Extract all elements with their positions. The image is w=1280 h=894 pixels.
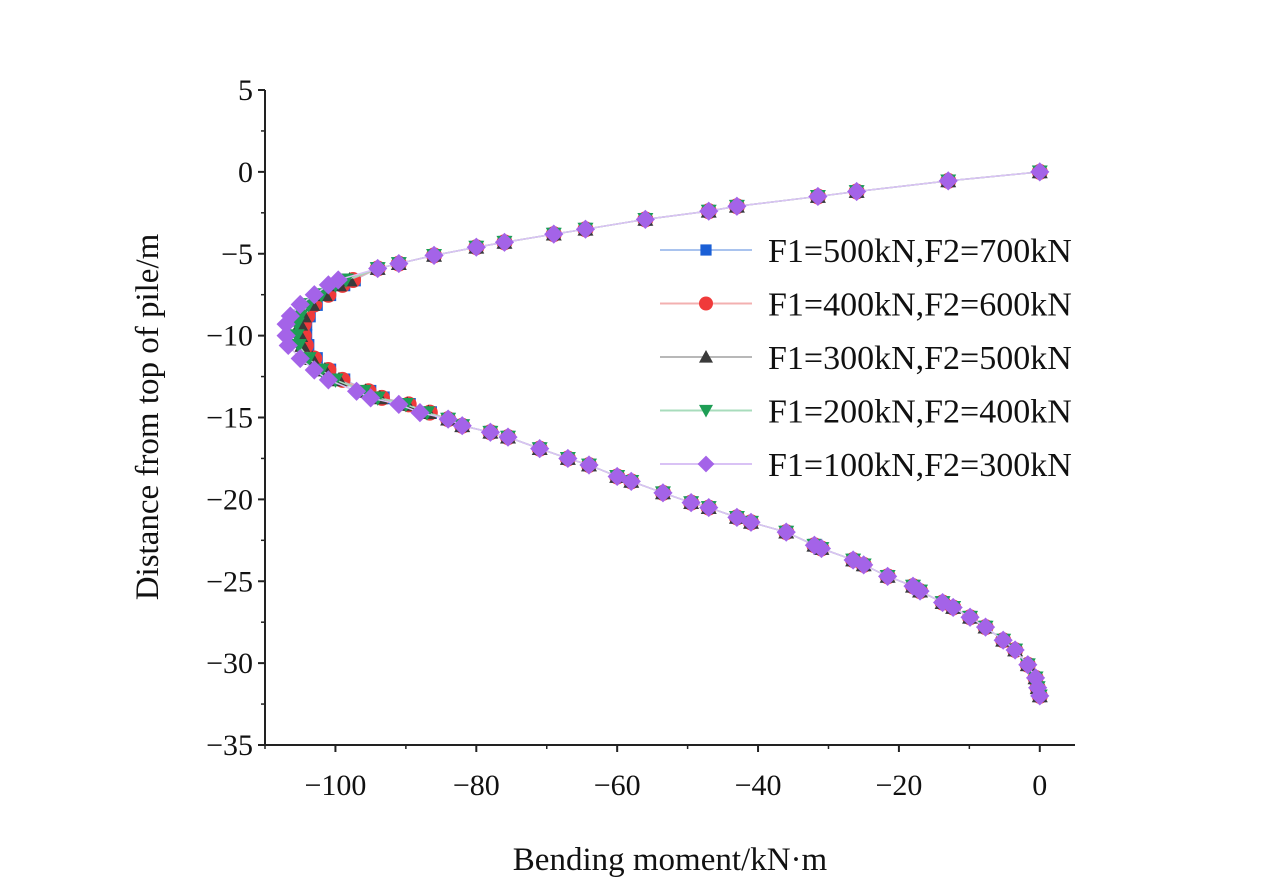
x-tick-label: −40 (735, 769, 782, 802)
data-point (903, 576, 923, 596)
data-point (960, 607, 980, 627)
data-point (1030, 162, 1050, 182)
legend-item: F1=400kN,F2=600kN (660, 287, 1072, 324)
x-tick-label: −60 (594, 769, 641, 802)
data-point (653, 483, 673, 503)
legend-item: F1=100kN,F2=300kN (660, 447, 1072, 484)
x-axis-label: Bending moment/kN·m (513, 842, 828, 878)
data-point (410, 402, 430, 423)
data-point (280, 306, 300, 326)
x-tick-label: −20 (875, 769, 922, 802)
data-point (1030, 686, 1050, 706)
data-point (558, 448, 578, 469)
x-tick-label: 0 (1032, 769, 1047, 802)
y-tick-label: −30 (206, 647, 253, 680)
data-point (681, 493, 701, 513)
data-point (938, 171, 958, 191)
y-tick-label: −10 (206, 320, 253, 353)
legend-marker (699, 404, 713, 418)
legend-marker (699, 350, 713, 363)
y-tick-label: −20 (206, 483, 253, 516)
legend-label: F1=300kN,F2=500kN (768, 340, 1072, 377)
y-tick-label: −35 (206, 729, 253, 762)
data-point (575, 219, 596, 239)
data-point (438, 409, 458, 429)
data-point (943, 597, 963, 618)
data-point (304, 285, 324, 305)
legend-label: F1=500kN,F2=700kN (768, 233, 1072, 270)
x-tick-label: −80 (453, 769, 500, 802)
data-point (290, 294, 310, 315)
data-point (621, 471, 641, 491)
data-point (776, 522, 796, 542)
y-tick-label: 5 (238, 74, 253, 107)
data-point (389, 394, 409, 414)
data-point (727, 507, 747, 527)
data-point (361, 388, 381, 408)
data-point (346, 381, 367, 401)
data-point (910, 581, 930, 601)
y-tick-label: −5 (221, 238, 253, 271)
data-point (368, 258, 388, 279)
axes: 5 0 −5 −10 −15 −20 −25 −30 −35 −100 −80 −60 −40 −20 0 (206, 74, 1075, 802)
data-point (579, 455, 599, 475)
data-point (389, 253, 409, 274)
data-point (544, 224, 564, 244)
legend-label: F1=400kN,F2=600kN (768, 287, 1072, 324)
legend-marker (697, 455, 715, 473)
data-point (328, 270, 348, 290)
data-point (699, 201, 719, 221)
data-point (424, 245, 444, 265)
data-point (494, 232, 515, 252)
data-point (878, 566, 898, 586)
data-point (699, 497, 719, 518)
y-tick-label: −25 (206, 565, 253, 598)
data-point (318, 370, 338, 390)
legend-marker (700, 244, 712, 256)
y-tick-label: −15 (206, 402, 253, 435)
legend-item: F1=300kN,F2=500kN (660, 340, 1072, 377)
data-point (466, 237, 486, 257)
data-point (498, 427, 518, 447)
data-point (804, 535, 824, 555)
data-point (278, 335, 298, 356)
legend-item: F1=500kN,F2=700kN (660, 233, 1072, 270)
data-point (452, 416, 472, 436)
data-point (975, 617, 996, 637)
data-point (808, 186, 828, 207)
data-point (290, 348, 310, 369)
legend-label: F1=200kN,F2=400kN (768, 394, 1072, 431)
legend: F1=500kN,F2=700kN F1=400kN,F2=600kN F1=300… (660, 233, 1072, 484)
data-point (1005, 640, 1025, 660)
data-point (811, 538, 832, 559)
data-point (847, 181, 867, 202)
data-point (276, 314, 296, 334)
y-axis-label: Distance from top of pile/m (130, 233, 166, 600)
data-point (993, 630, 1013, 650)
legend-label: F1=100kN,F2=300kN (768, 447, 1072, 484)
x-tick-label: −100 (304, 769, 366, 802)
legend-item: F1=200kN,F2=400kN (660, 394, 1072, 431)
legend-marker (699, 296, 713, 311)
data-point (854, 555, 874, 575)
data-point (932, 592, 953, 613)
data-point (741, 512, 761, 532)
y-tick-label: 0 (238, 156, 253, 189)
data-point (480, 422, 500, 442)
data-point (304, 360, 324, 380)
data-point (635, 209, 655, 229)
series-5 (276, 162, 1050, 706)
data-point (727, 196, 747, 216)
data-point (530, 439, 550, 459)
data-point (1018, 655, 1038, 675)
series-layer (276, 162, 1050, 706)
data-point (607, 466, 627, 487)
data-point (318, 275, 338, 295)
